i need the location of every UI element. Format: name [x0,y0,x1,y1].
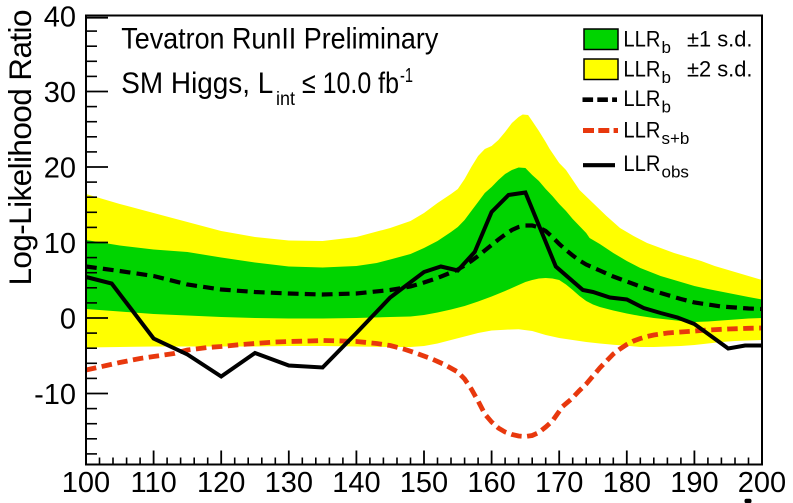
svg-text:-10: -10 [34,379,76,411]
svg-text:b: b [662,98,671,117]
svg-text:160: 160 [467,467,515,499]
svg-text:0: 0 [60,303,76,335]
svg-text:130: 130 [265,467,313,499]
svg-text:≤ 10.0 fb: ≤ 10.0 fb [302,67,399,100]
svg-text:Log-Likelihood Ratio: Log-Likelihood Ratio [2,10,38,286]
svg-text:b: b [662,68,671,87]
svg-text:LLR: LLR [623,57,660,82]
svg-text:20: 20 [44,152,76,184]
svg-text:obs: obs [662,163,689,182]
svg-text:150: 150 [400,467,448,499]
svg-text:s+b: s+b [662,129,690,148]
svg-text:±1 s.d.: ±1 s.d. [687,27,753,52]
svg-text:30: 30 [44,77,76,109]
svg-text:int: int [276,89,296,110]
svg-text:-1: -1 [400,65,413,87]
svg-text:200: 200 [738,467,786,499]
svg-text:170: 170 [535,467,583,499]
svg-text:190: 190 [670,467,718,499]
svg-text:120: 120 [197,467,245,499]
svg-text:10: 10 [44,228,76,260]
svg-text:LLR: LLR [623,151,660,176]
svg-text:LLR: LLR [623,27,660,52]
svg-text:100: 100 [62,467,110,499]
svg-text:40: 40 [44,1,76,33]
svg-text:180: 180 [603,467,651,499]
svg-text:Tevatron RunII Preliminary: Tevatron RunII Preliminary [121,23,438,56]
svg-text:140: 140 [332,467,380,499]
svg-text:SM Higgs, L: SM Higgs, L [121,67,273,100]
svg-text:b: b [662,38,671,57]
svg-text:±2 s.d.: ±2 s.d. [687,57,753,82]
svg-text:LLR: LLR [623,118,660,143]
svg-text:LLR: LLR [623,86,660,111]
svg-text:110: 110 [130,467,176,499]
